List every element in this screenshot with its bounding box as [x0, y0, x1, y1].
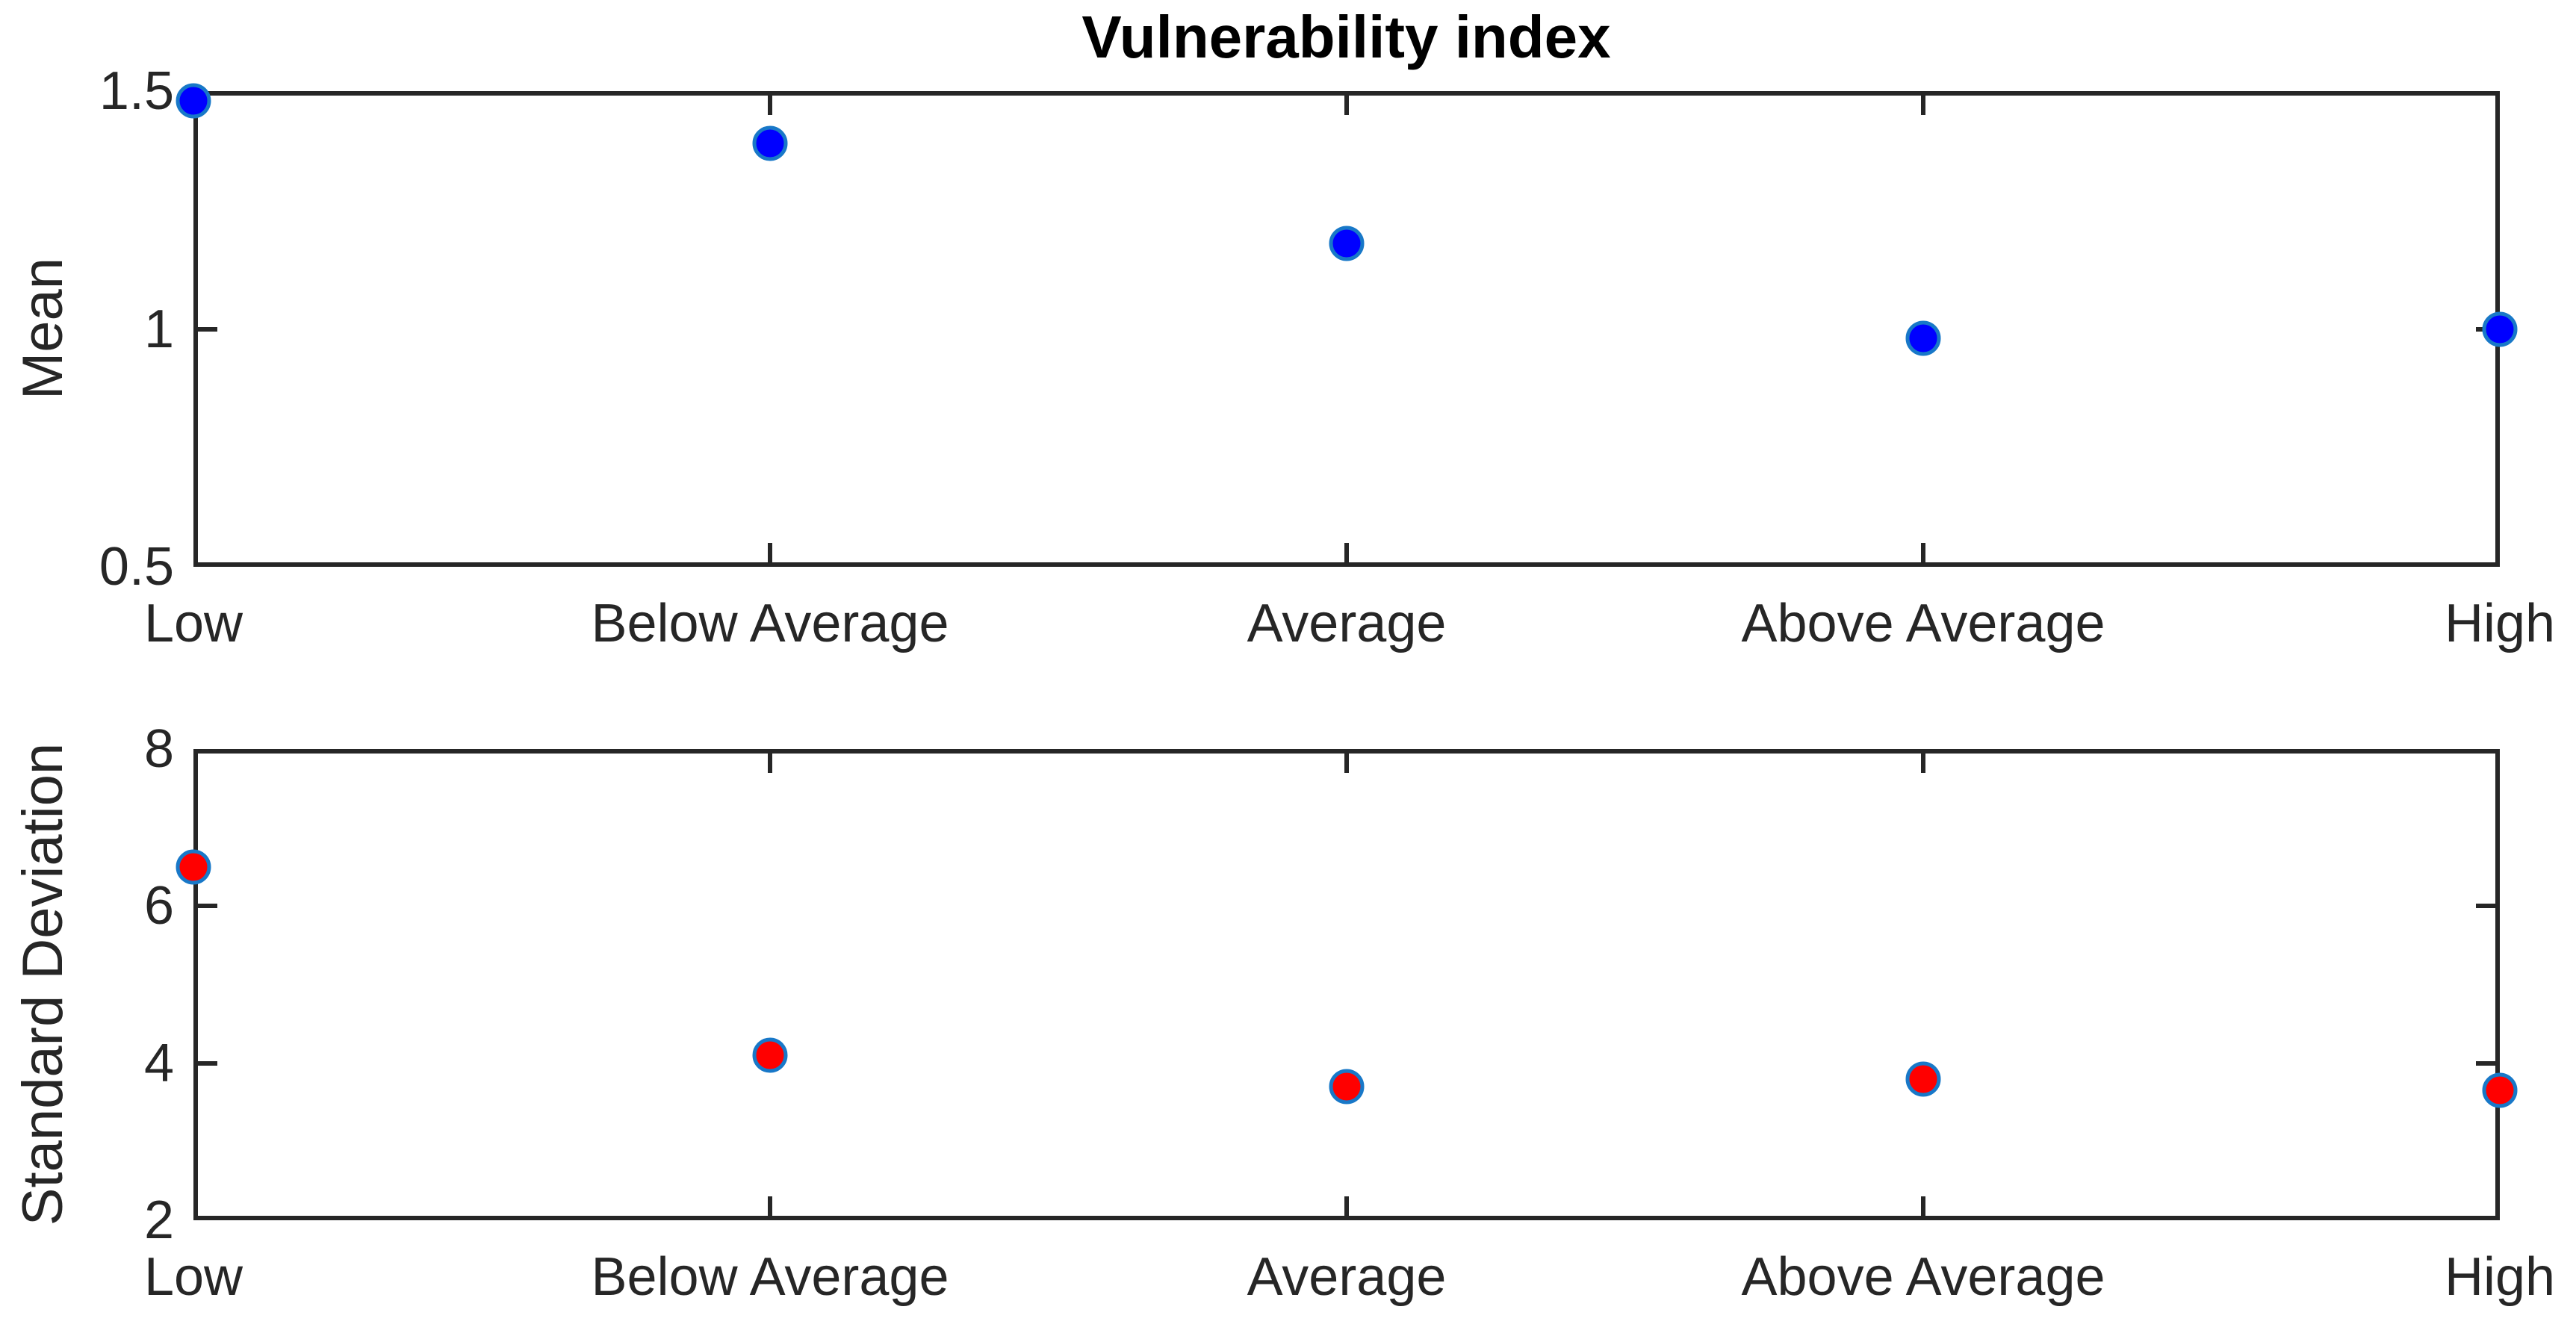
x-tick-label-low: Low	[143, 594, 243, 653]
x-tick-mark	[1921, 1196, 1925, 1220]
scatter-marker-below-average	[752, 125, 788, 161]
scatter-marker-low	[176, 849, 211, 885]
x-tick-label-above-average: Above Average	[1741, 1247, 2105, 1307]
x-tick-mark	[1344, 1196, 1349, 1220]
x-tick-mark	[1344, 543, 1349, 567]
y-tick-mark	[193, 1060, 217, 1066]
y-tick-mark	[2476, 904, 2500, 909]
y-tick-mark	[2476, 1060, 2500, 1066]
x-tick-label-average: Average	[1247, 1247, 1447, 1307]
scatter-marker-below-average	[752, 1037, 788, 1073]
y-tick-label-0-5: 0.5	[99, 537, 174, 597]
x-tick-mark	[768, 543, 772, 567]
scatter-marker-average	[1329, 226, 1365, 261]
x-tick-mark	[1344, 91, 1349, 115]
y-tick-mark	[193, 326, 217, 332]
x-tick-mark	[1921, 91, 1925, 115]
y-tick-label-4: 4	[143, 1033, 174, 1093]
scatter-marker-above-average	[1905, 320, 1941, 356]
x-tick-mark	[768, 749, 772, 773]
x-tick-label-below-average: Below Average	[591, 1247, 949, 1307]
x-tick-label-below-average: Below Average	[591, 594, 949, 653]
x-tick-mark	[1344, 749, 1349, 773]
y-tick-label-1: 1	[143, 299, 174, 359]
x-tick-mark	[768, 1196, 772, 1220]
y-tick-label-8: 8	[143, 719, 174, 779]
chart-title: Vulnerability index	[1081, 4, 1611, 70]
scatter-marker-high	[2482, 1072, 2518, 1108]
scatter-marker-low	[176, 83, 211, 119]
x-tick-label-high: High	[2444, 594, 2556, 653]
x-tick-label-low: Low	[143, 1247, 243, 1307]
y-tick-label-1-5: 1.5	[99, 61, 174, 121]
scatter-marker-high	[2482, 311, 2518, 347]
scatter-marker-average	[1329, 1069, 1365, 1105]
y-tick-mark	[193, 904, 217, 909]
y-axis-label-mean: Mean	[11, 257, 75, 400]
y-tick-label-6: 6	[143, 876, 174, 936]
subplot-standard-deviation-axes	[193, 749, 2500, 1220]
x-tick-mark	[1921, 749, 1925, 773]
subplot-mean-axes	[193, 91, 2500, 567]
x-tick-label-high: High	[2444, 1247, 2556, 1307]
x-tick-label-average: Average	[1247, 594, 1447, 653]
x-tick-mark	[768, 91, 772, 115]
scatter-marker-above-average	[1905, 1061, 1941, 1097]
y-tick-label-2: 2	[143, 1190, 174, 1250]
x-tick-mark	[1921, 543, 1925, 567]
y-axis-label-standard-deviation: Standard Deviation	[11, 742, 75, 1226]
x-tick-label-above-average: Above Average	[1741, 594, 2105, 653]
